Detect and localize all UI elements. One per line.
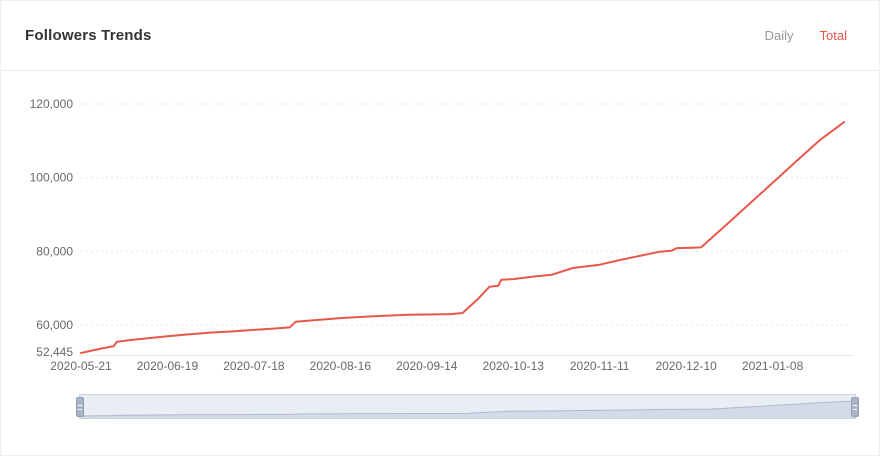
y-axis-label: 100,000 <box>30 171 74 185</box>
slider-shadow-line <box>80 400 855 417</box>
y-axis-min-label: 52,445 <box>36 345 73 359</box>
x-axis-label: 2021-01-08 <box>742 359 804 373</box>
x-axis-label: 2020-10-13 <box>483 359 545 373</box>
slider-handle-right[interactable] <box>851 396 859 417</box>
tab-total[interactable]: Total <box>819 28 847 43</box>
x-axis-label: 2020-08-16 <box>310 359 372 373</box>
interval-toggle: Daily Total <box>765 28 847 43</box>
slider-handle-left[interactable] <box>76 396 84 417</box>
date-range-slider[interactable] <box>76 394 859 419</box>
x-axis-label: 2020-09-14 <box>396 359 458 373</box>
card-header: Followers Trends Daily Total <box>1 1 879 71</box>
y-axis-label: 120,000 <box>30 97 74 111</box>
page-title: Followers Trends <box>25 27 152 44</box>
x-axis-label: 2020-11-11 <box>570 359 630 373</box>
slider-data-shadow <box>80 400 855 418</box>
y-axis-label: 80,000 <box>36 244 73 258</box>
x-axis-label: 2020-05-21 <box>50 359 112 373</box>
x-axis-label: 2020-06-19 <box>137 359 199 373</box>
x-axis-label: 2020-12-10 <box>655 359 717 373</box>
slider-shadow-area <box>80 401 855 418</box>
followers-line-chart: 60,000 80,000 100,000 120,000 52,4452020-05-… <box>30 97 853 373</box>
tab-daily[interactable]: Daily <box>764 28 794 43</box>
trend-line <box>80 121 846 354</box>
x-axis-label: 2020-07-18 <box>223 359 285 373</box>
chart-area: 60,000 80,000 100,000 120,000 52,445 2020-05-… <box>1 71 879 381</box>
y-axis-label: 60,000 <box>36 318 73 332</box>
